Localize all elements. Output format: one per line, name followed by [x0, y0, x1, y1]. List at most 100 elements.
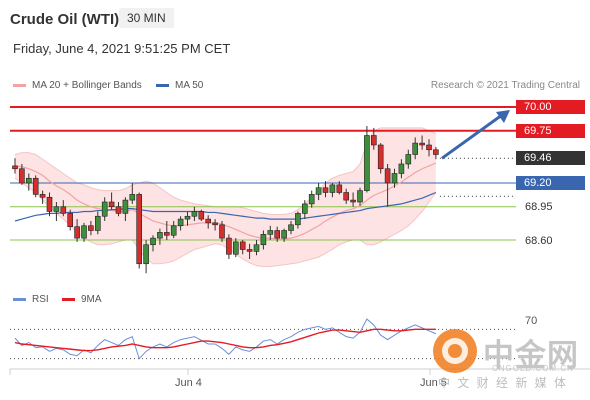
x-label-jun5: Jun 5	[420, 377, 447, 389]
candle-body	[426, 144, 432, 151]
legend-ma20: MA 20 + Bollinger Bands	[13, 80, 142, 91]
rsi-level-label: 70	[525, 315, 538, 327]
bollinger-lower	[14, 177, 437, 268]
candle-body	[101, 201, 108, 217]
candle-body	[412, 142, 419, 155]
research-credit: Research © 2021 Trading Central	[430, 80, 580, 91]
rsi-line	[14, 318, 437, 360]
ma9-swatch	[62, 298, 75, 301]
ma50-swatch	[156, 84, 169, 87]
candle-body	[357, 190, 363, 203]
candle-body	[288, 224, 294, 231]
forecast-arrow-layer	[441, 110, 510, 160]
candle-body	[157, 232, 163, 239]
candle-body	[60, 206, 67, 214]
forecast-arrow-head	[496, 110, 510, 123]
candle-body	[274, 230, 281, 239]
candle-body	[170, 225, 177, 236]
candle-body	[88, 225, 94, 231]
candle-body	[184, 215, 191, 220]
candle-body	[377, 144, 384, 170]
candle-body	[95, 215, 101, 231]
candle-body	[267, 230, 274, 235]
candle-body	[405, 154, 412, 165]
candle-body	[233, 241, 239, 255]
legend-ma50: MA 50	[156, 80, 203, 91]
candle-body	[329, 184, 336, 193]
candle-body	[164, 232, 170, 236]
candle-body	[205, 218, 211, 224]
candle-body	[67, 213, 73, 227]
cngold-logo-icon	[433, 329, 477, 373]
candle-body	[398, 163, 405, 174]
candle-body	[364, 135, 370, 191]
candle-body	[39, 194, 46, 198]
legend-ma9: 9MA	[62, 294, 102, 305]
candle-body	[391, 173, 398, 184]
candle-body	[315, 187, 322, 195]
candle-body	[246, 249, 253, 252]
candle-body	[150, 237, 156, 246]
legend-ma50-label: MA 50	[175, 80, 204, 91]
candle-body	[25, 177, 32, 184]
rsi-swatch	[13, 298, 26, 301]
bollinger-band	[15, 127, 436, 267]
candle-body	[46, 196, 53, 212]
candle-body	[295, 213, 301, 226]
candle-body	[419, 142, 425, 146]
chart-title: Crude Oil (WTI)	[10, 11, 120, 28]
candle-body	[143, 244, 149, 265]
timeframe-badge[interactable]: 30 MIN	[119, 8, 174, 28]
watermark-tagline: 中 文 财 经 新 媒 体	[438, 376, 569, 390]
candle-body	[53, 206, 60, 212]
candle-body	[239, 241, 246, 250]
candle-body	[212, 222, 218, 226]
candle-body	[343, 192, 350, 201]
candle-body	[177, 218, 184, 227]
ma20-swatch	[13, 84, 26, 87]
candle-body	[260, 234, 267, 246]
watermark-domain: CNGOLD.COM.CN	[492, 364, 574, 373]
candles-layer	[12, 126, 439, 274]
forecast-arrow-shaft	[441, 113, 503, 160]
candle-body	[301, 203, 308, 214]
candle-body	[32, 177, 39, 195]
level-tag-ma50: 69.20	[516, 176, 585, 190]
level-tag-70-00: 70.00	[516, 100, 585, 114]
timestamp: Friday, June 4, 2021 9:51:25 PM CET	[13, 41, 231, 56]
bollinger-band-layer	[14, 127, 437, 268]
level-label-68-60: 68.60	[525, 235, 553, 247]
legend-rsi-label: RSI	[32, 294, 49, 305]
level-tag-69-75: 69.75	[516, 124, 585, 138]
x-label-jun4: Jun 4	[175, 377, 202, 389]
candle-body	[108, 201, 115, 208]
candle-body	[198, 211, 205, 220]
candle-body	[136, 194, 142, 265]
candle-body	[115, 206, 122, 214]
ma20-line	[14, 162, 437, 240]
level-lines-layer	[10, 106, 516, 241]
candle-body	[308, 194, 315, 205]
candle-body	[219, 224, 225, 239]
candle-body	[322, 187, 329, 193]
level-label-68-95: 68.95	[525, 201, 553, 213]
rsi-layer	[10, 318, 516, 360]
candle-body	[74, 226, 80, 239]
candle-body	[336, 184, 343, 193]
candle-body	[19, 168, 25, 184]
candle-body	[191, 211, 198, 217]
candle-body	[281, 230, 287, 239]
legend-ma9-label: 9MA	[81, 294, 102, 305]
candle-body	[350, 199, 356, 203]
candle-body	[253, 244, 260, 252]
watermark-cn-name: 中金网	[483, 338, 579, 373]
candle-body	[433, 149, 439, 155]
level-tag-last-price: 69.46	[516, 151, 585, 165]
candle-body	[384, 168, 391, 184]
candle-body	[226, 237, 232, 255]
ma50-line	[14, 191, 437, 222]
candle-body	[370, 135, 377, 146]
candle-body	[81, 225, 87, 239]
moving-averages-layer	[14, 162, 437, 240]
